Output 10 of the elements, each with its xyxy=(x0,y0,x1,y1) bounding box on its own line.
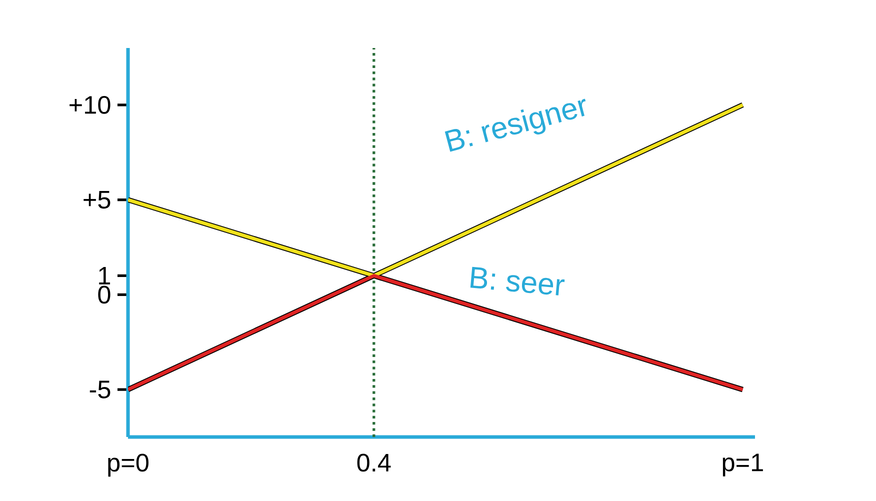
x-tick-label: 0.4 xyxy=(357,454,391,472)
y-tick-label: +10 xyxy=(70,96,110,114)
y-tick-label: 0 xyxy=(98,286,110,304)
annotation: B: resigner xyxy=(444,98,586,152)
x-tick-label: p=0 xyxy=(108,454,148,477)
y-tick-label: +5 xyxy=(84,190,110,209)
y-tick-label: 1 xyxy=(99,266,110,284)
x-tick-label: p=1 xyxy=(722,454,763,476)
y-tick-label: -5 xyxy=(90,380,110,398)
annotation: B: seer xyxy=(470,266,565,296)
